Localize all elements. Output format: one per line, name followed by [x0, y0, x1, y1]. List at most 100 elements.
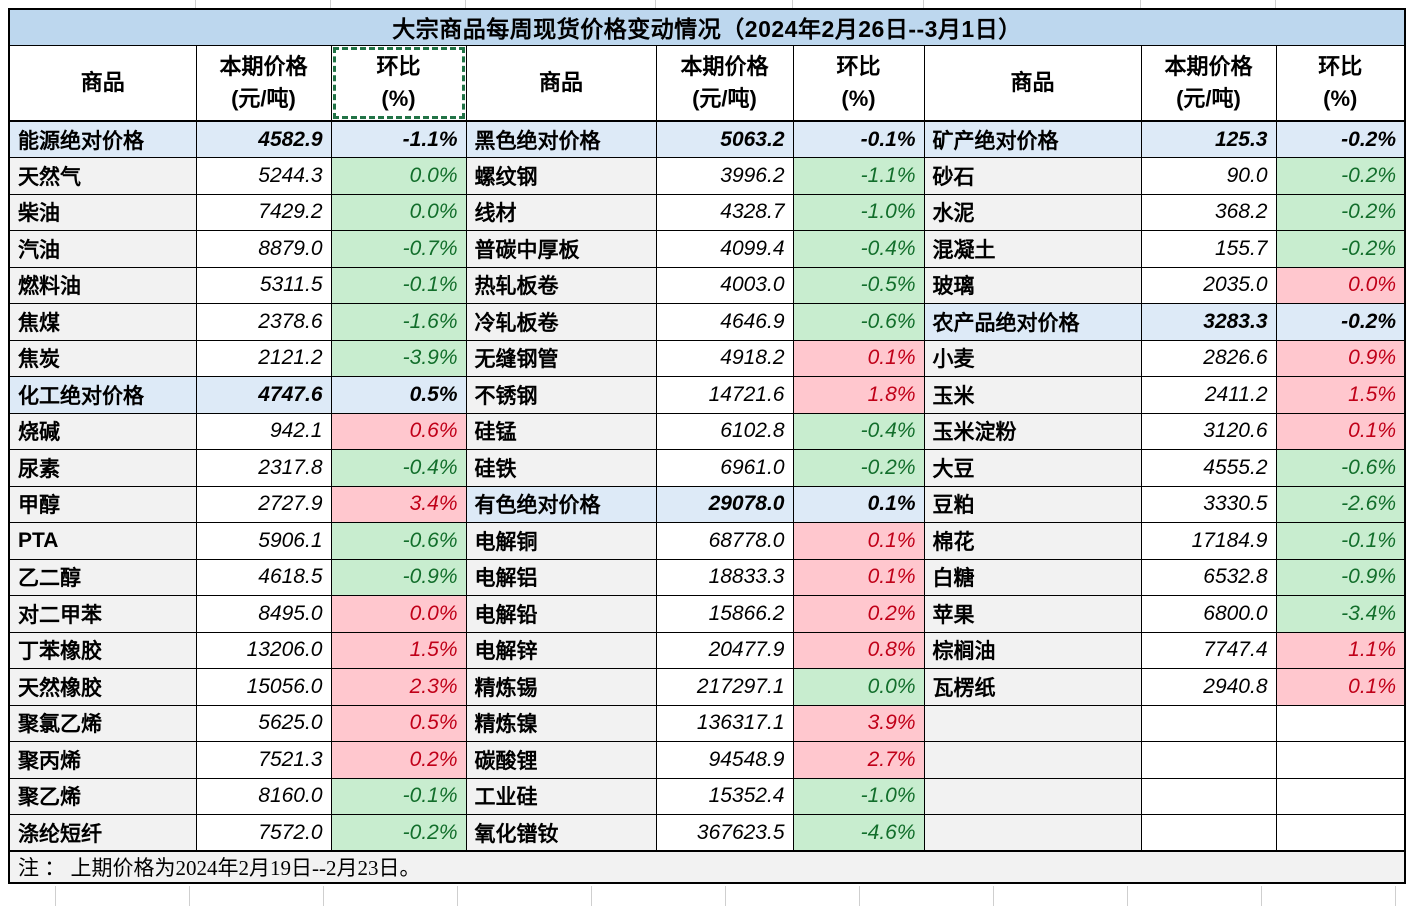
cell-price[interactable]: 8879.0 — [195, 230, 332, 268]
cell-commodity-name[interactable]: 天然橡胶 — [8, 668, 197, 706]
cell-price[interactable]: 4099.4 — [655, 230, 794, 268]
cell-pct-change[interactable]: -1.0% — [792, 777, 925, 815]
cell-commodity-name[interactable]: 大豆 — [923, 449, 1142, 487]
cell-price[interactable]: 4555.2 — [1140, 449, 1277, 487]
cell-pct-change[interactable]: -0.4% — [792, 230, 925, 268]
cell-commodity-name[interactable]: 燃料油 — [8, 266, 197, 304]
cell-price[interactable]: 136317.1 — [655, 704, 794, 742]
cell-commodity-name[interactable]: 棉花 — [923, 522, 1142, 560]
cell-pct-change[interactable] — [1275, 777, 1406, 815]
cell-commodity-name[interactable]: 电解铝 — [465, 558, 657, 596]
cell-pct-change[interactable]: -1.1% — [330, 120, 467, 158]
cell-price[interactable]: 5244.3 — [195, 157, 332, 195]
cell-commodity-name[interactable]: 豆粕 — [923, 485, 1142, 523]
cell-pct-change[interactable]: 0.2% — [792, 595, 925, 633]
cell-commodity-name[interactable]: 精炼镍 — [465, 704, 657, 742]
cell-pct-change[interactable]: -0.1% — [330, 266, 467, 304]
cell-price[interactable]: 3283.3 — [1140, 303, 1277, 341]
cell-price[interactable]: 15352.4 — [655, 777, 794, 815]
cell-pct-change[interactable]: -1.0% — [792, 193, 925, 231]
cell-commodity-name[interactable] — [923, 777, 1142, 815]
cell-pct-change[interactable]: 0.0% — [330, 157, 467, 195]
header-price[interactable]: 本期价格 (元/吨) — [655, 44, 794, 122]
cell-commodity-name[interactable]: 黑色绝对价格 — [465, 120, 657, 158]
cell-price[interactable]: 20477.9 — [655, 631, 794, 669]
cell-price[interactable]: 4747.6 — [195, 376, 332, 414]
cell-pct-change[interactable]: -0.9% — [1275, 558, 1406, 596]
cell-price[interactable]: 4003.0 — [655, 266, 794, 304]
cell-commodity-name[interactable]: 玻璃 — [923, 266, 1142, 304]
cell-price[interactable] — [1140, 741, 1277, 779]
cell-commodity-name[interactable]: 乙二醇 — [8, 558, 197, 596]
cell-pct-change[interactable]: 0.1% — [1275, 412, 1406, 450]
cell-price[interactable]: 17184.9 — [1140, 522, 1277, 560]
cell-price[interactable]: 14721.6 — [655, 376, 794, 414]
table-title[interactable]: 大宗商品每周现货价格变动情况（2024年2月26日--3月1日） — [8, 8, 1406, 46]
cell-pct-change[interactable]: 2.3% — [330, 668, 467, 706]
cell-pct-change[interactable]: -2.6% — [1275, 485, 1406, 523]
cell-commodity-name[interactable] — [923, 814, 1142, 852]
cell-price[interactable]: 125.3 — [1140, 120, 1277, 158]
cell-pct-change[interactable]: 0.2% — [330, 741, 467, 779]
header-pct[interactable]: 环比 (%) — [1275, 44, 1406, 122]
cell-price[interactable]: 8160.0 — [195, 777, 332, 815]
cell-price[interactable]: 15056.0 — [195, 668, 332, 706]
cell-commodity-name[interactable]: 玉米淀粉 — [923, 412, 1142, 450]
cell-price[interactable]: 6800.0 — [1140, 595, 1277, 633]
cell-commodity-name[interactable]: 硅锰 — [465, 412, 657, 450]
cell-commodity-name[interactable]: 甲醇 — [8, 485, 197, 523]
cell-price[interactable]: 2121.2 — [195, 339, 332, 377]
cell-price[interactable]: 217297.1 — [655, 668, 794, 706]
cell-commodity-name[interactable]: 化工绝对价格 — [8, 376, 197, 414]
cell-pct-change[interactable]: 1.5% — [1275, 376, 1406, 414]
cell-commodity-name[interactable]: 氧化镨钕 — [465, 814, 657, 852]
cell-pct-change[interactable]: 3.9% — [792, 704, 925, 742]
cell-pct-change[interactable]: 0.1% — [792, 522, 925, 560]
header-commodity[interactable]: 商品 — [8, 44, 197, 122]
cell-price[interactable]: 2940.8 — [1140, 668, 1277, 706]
cell-commodity-name[interactable]: 普碳中厚板 — [465, 230, 657, 268]
cell-pct-change[interactable]: -0.4% — [330, 449, 467, 487]
cell-pct-change[interactable]: 0.0% — [330, 595, 467, 633]
cell-pct-change[interactable] — [1275, 814, 1406, 852]
cell-pct-change[interactable]: -0.2% — [792, 449, 925, 487]
cell-price[interactable] — [1140, 814, 1277, 852]
cell-pct-change[interactable]: -0.2% — [1275, 303, 1406, 341]
cell-price[interactable]: 4646.9 — [655, 303, 794, 341]
cell-pct-change[interactable]: 0.5% — [330, 704, 467, 742]
cell-pct-change[interactable] — [1275, 741, 1406, 779]
cell-pct-change[interactable]: -0.6% — [330, 522, 467, 560]
cell-commodity-name[interactable]: 对二甲苯 — [8, 595, 197, 633]
cell-price[interactable]: 3330.5 — [1140, 485, 1277, 523]
cell-price[interactable] — [1140, 777, 1277, 815]
cell-price[interactable]: 94548.9 — [655, 741, 794, 779]
cell-pct-change[interactable]: 1.8% — [792, 376, 925, 414]
cell-price[interactable]: 2317.8 — [195, 449, 332, 487]
cell-commodity-name[interactable]: 聚氯乙烯 — [8, 704, 197, 742]
cell-price[interactable]: 942.1 — [195, 412, 332, 450]
cell-commodity-name[interactable]: 瓦楞纸 — [923, 668, 1142, 706]
cell-pct-change[interactable]: 0.1% — [1275, 668, 1406, 706]
cell-commodity-name[interactable]: 小麦 — [923, 339, 1142, 377]
cell-commodity-name[interactable]: 无缝钢管 — [465, 339, 657, 377]
cell-price[interactable]: 7521.3 — [195, 741, 332, 779]
cell-pct-change[interactable]: 0.9% — [1275, 339, 1406, 377]
cell-pct-change[interactable]: -0.5% — [792, 266, 925, 304]
cell-pct-change[interactable]: -0.2% — [1275, 157, 1406, 195]
cell-commodity-name[interactable]: 有色绝对价格 — [465, 485, 657, 523]
cell-price[interactable]: 4328.7 — [655, 193, 794, 231]
cell-commodity-name[interactable]: 线材 — [465, 193, 657, 231]
cell-price[interactable]: 4618.5 — [195, 558, 332, 596]
cell-commodity-name[interactable]: 电解铅 — [465, 595, 657, 633]
cell-pct-change[interactable]: 0.1% — [792, 558, 925, 596]
cell-commodity-name[interactable]: 农产品绝对价格 — [923, 303, 1142, 341]
cell-price[interactable]: 155.7 — [1140, 230, 1277, 268]
cell-commodity-name[interactable]: 硅铁 — [465, 449, 657, 487]
header-commodity[interactable]: 商品 — [923, 44, 1142, 122]
cell-commodity-name[interactable]: 水泥 — [923, 193, 1142, 231]
cell-commodity-name[interactable]: 矿产绝对价格 — [923, 120, 1142, 158]
cell-price[interactable]: 6102.8 — [655, 412, 794, 450]
cell-price[interactable]: 6532.8 — [1140, 558, 1277, 596]
cell-commodity-name[interactable]: 涤纶短纤 — [8, 814, 197, 852]
cell-pct-change[interactable]: 3.4% — [330, 485, 467, 523]
